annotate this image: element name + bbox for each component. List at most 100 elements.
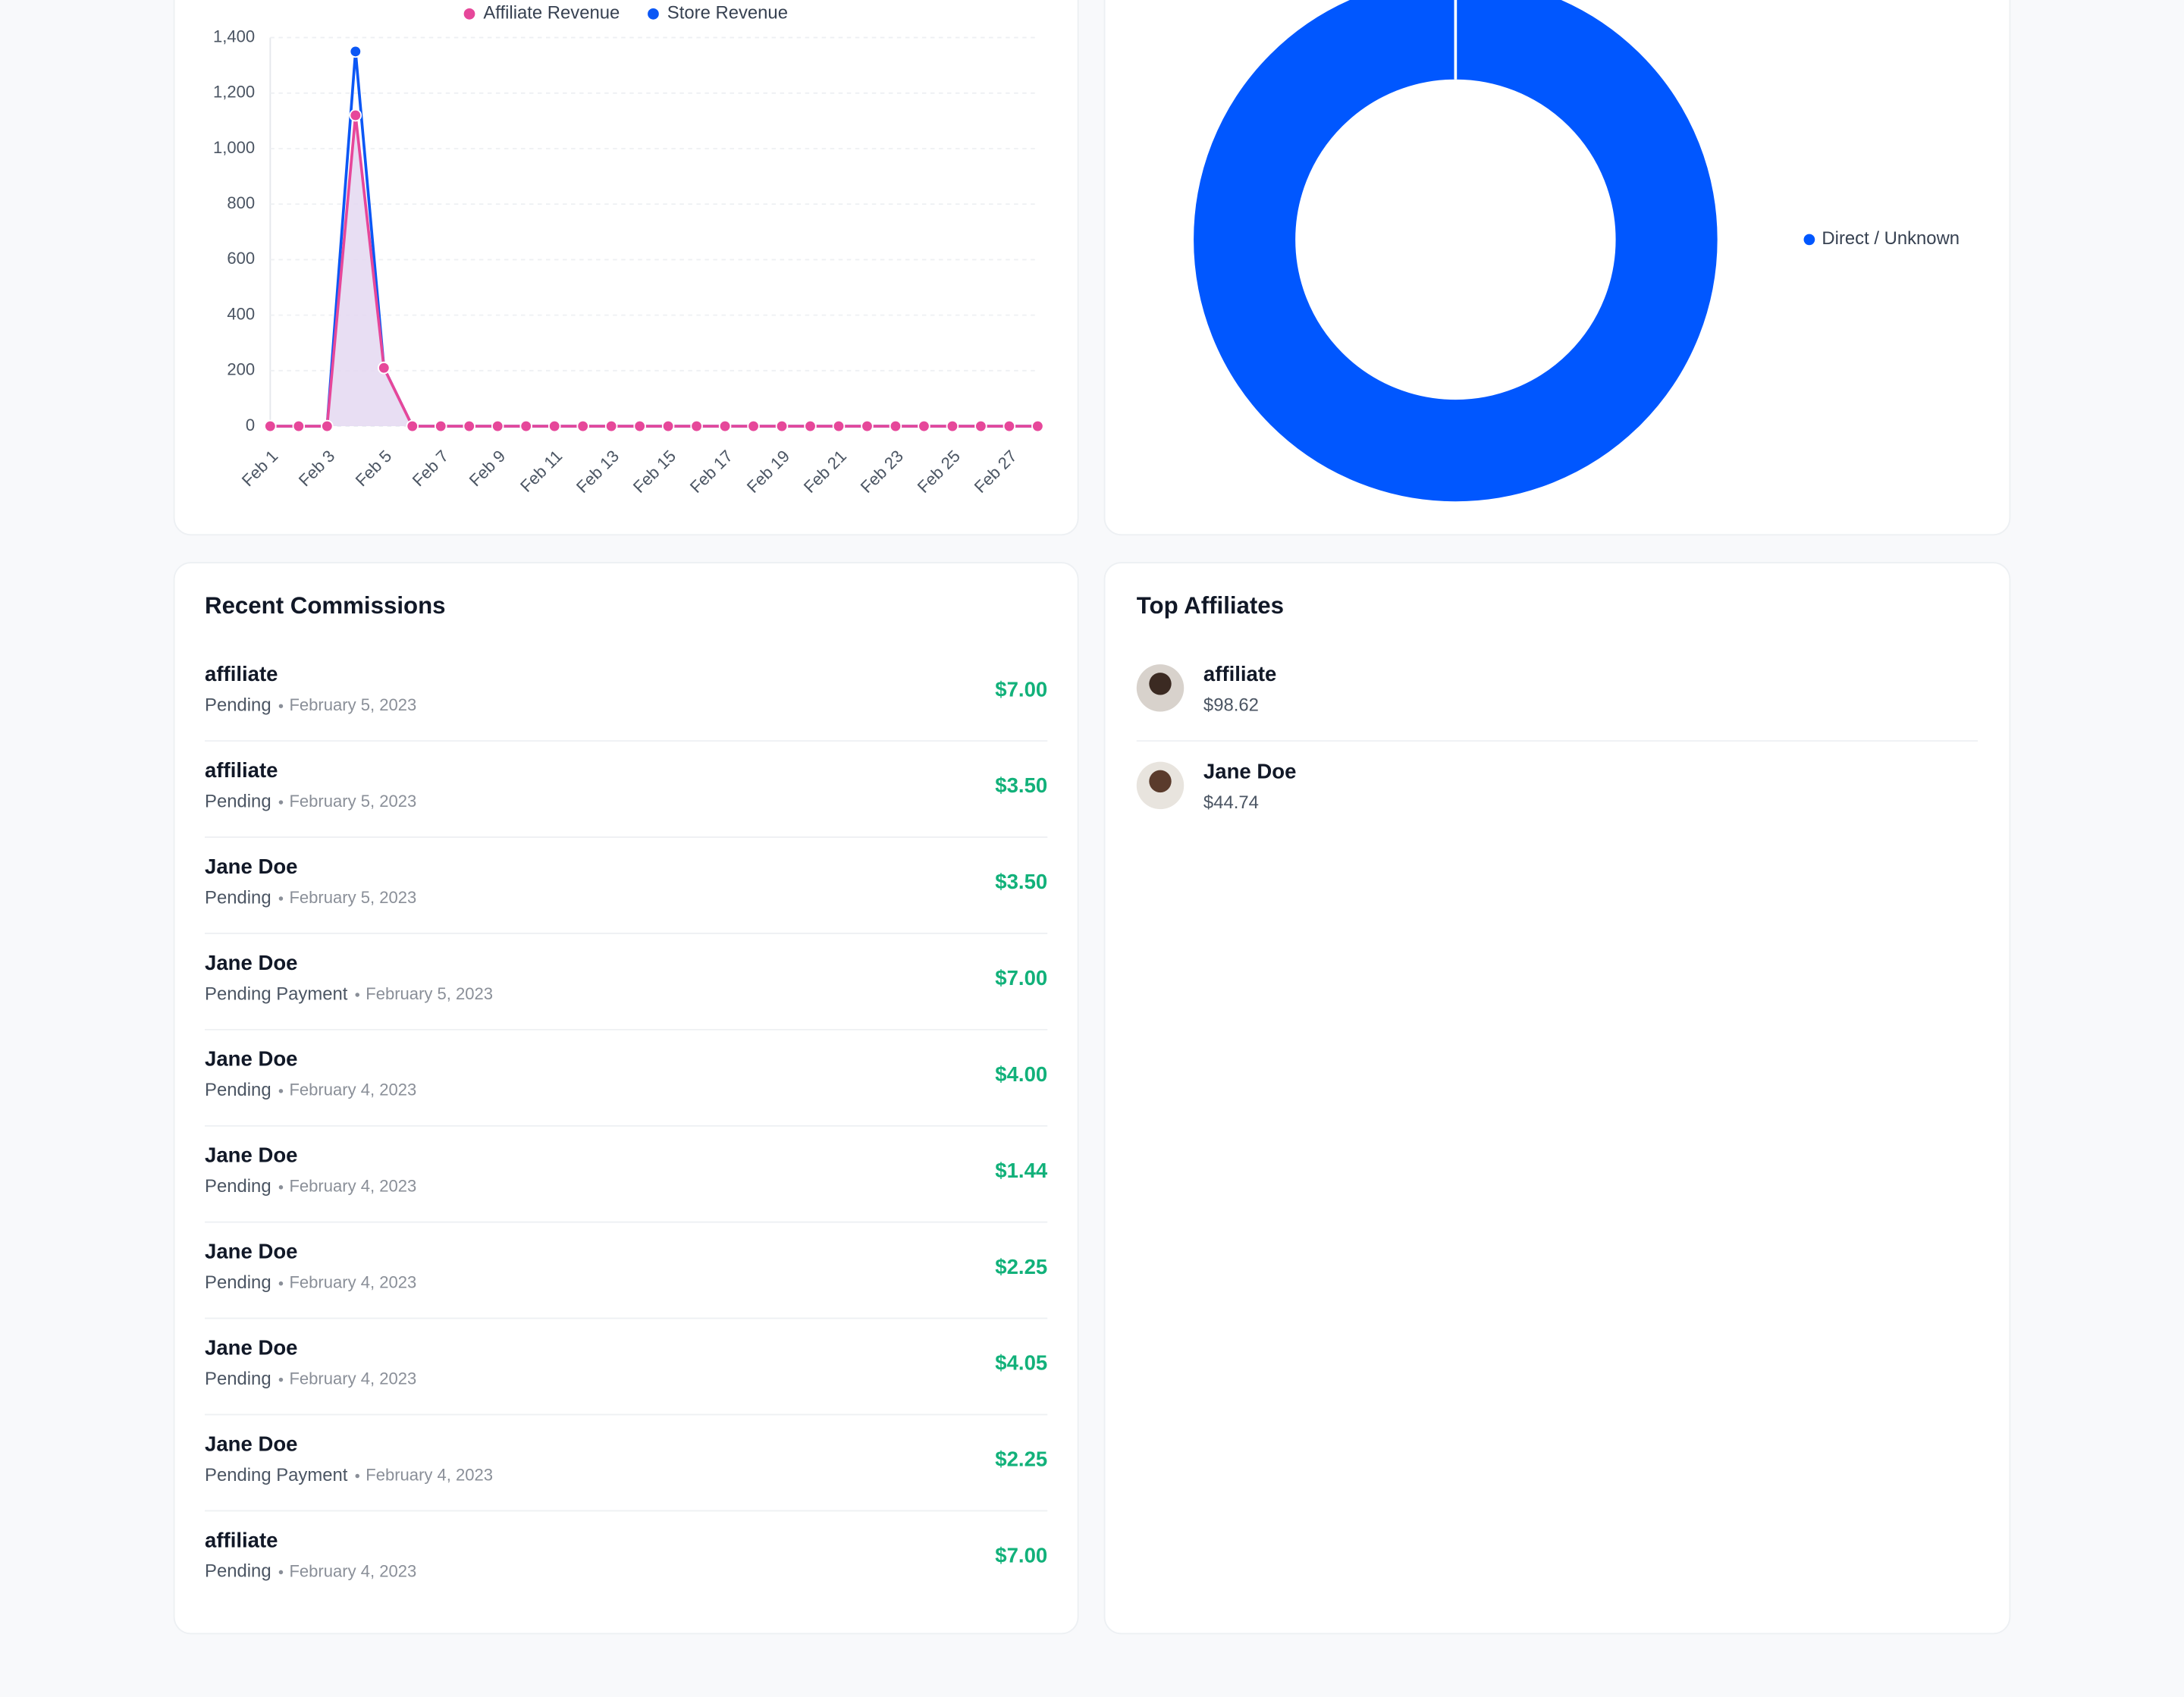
area <box>270 115 1038 427</box>
commission-status: Pending <box>205 887 271 908</box>
point <box>264 419 277 433</box>
commission-name: Jane Doe <box>205 1240 297 1263</box>
separator-dot <box>278 704 284 708</box>
legend-marker <box>648 8 659 20</box>
point <box>321 419 334 433</box>
commission-amount: $7.00 <box>995 677 1047 701</box>
legend-label: Direct / Unknown <box>1822 228 1960 249</box>
commission-date: February 4, 2023 <box>289 1561 416 1580</box>
commission-name: Jane Doe <box>205 855 297 878</box>
point <box>604 419 618 433</box>
commission-date: February 4, 2023 <box>289 1081 416 1099</box>
commission-status: Pending <box>205 791 271 811</box>
commission-date: February 5, 2023 <box>289 695 416 714</box>
separator-dot <box>278 1185 284 1190</box>
point <box>918 419 930 433</box>
commission-status: Pending Payment <box>205 1465 348 1485</box>
point <box>434 419 447 433</box>
point <box>349 45 362 58</box>
commission-amount: $2.25 <box>995 1448 1047 1471</box>
y-tick-label: 400 <box>227 304 255 323</box>
separator-dot <box>355 1473 360 1479</box>
commission-amount: $3.50 <box>995 870 1047 893</box>
legend-label: Affiliate Revenue <box>483 3 620 24</box>
point <box>349 108 362 122</box>
commission-amount: $4.05 <box>995 1351 1047 1375</box>
commission-status: Pending <box>205 1561 271 1582</box>
y-tick-label: 1,000 <box>213 138 255 157</box>
commissions-card <box>173 562 1079 1635</box>
point <box>690 419 703 433</box>
commission-amount: $7.00 <box>995 966 1047 990</box>
point <box>775 419 789 433</box>
y-tick-label: 1,200 <box>213 83 255 102</box>
affiliates-card <box>1103 562 2011 1635</box>
commission-status: Pending Payment <box>205 983 348 1004</box>
commission-name: Jane Doe <box>205 1143 297 1167</box>
separator-dot <box>278 896 284 901</box>
commission-name: affiliate <box>205 662 278 685</box>
commission-name: affiliate <box>205 1528 278 1551</box>
point <box>491 419 504 433</box>
commission-status: Pending <box>205 1369 271 1389</box>
y-tick-label: 1,400 <box>213 27 255 45</box>
legend-label: Store Revenue <box>667 3 788 24</box>
commission-amount: $2.25 <box>995 1255 1047 1278</box>
commission-name: Jane Doe <box>205 1335 297 1359</box>
point <box>747 419 760 433</box>
section-title: Recent Commissions <box>205 592 445 619</box>
commission-status: Pending <box>205 1272 271 1293</box>
affiliate-name: affiliate <box>1203 662 1276 685</box>
point <box>889 419 902 433</box>
commission-name: affiliate <box>205 758 278 782</box>
commission-status: Pending <box>205 1176 271 1197</box>
commission-date: February 5, 2023 <box>289 792 416 811</box>
point <box>1031 419 1044 433</box>
affiliate-earnings: $44.74 <box>1203 792 1259 813</box>
commission-date: February 5, 2023 <box>366 984 493 1003</box>
point <box>406 419 419 433</box>
commission-amount: $7.00 <box>995 1544 1047 1567</box>
section-title: Top Affiliates <box>1137 592 1284 619</box>
separator-dot <box>278 1570 284 1575</box>
point <box>519 419 532 433</box>
commission-date: February 4, 2023 <box>366 1465 493 1484</box>
commission-date: February 5, 2023 <box>289 888 416 907</box>
commission-date: February 4, 2023 <box>289 1273 416 1292</box>
separator-dot <box>278 1089 284 1093</box>
point <box>804 419 817 433</box>
commission-amount: $4.00 <box>995 1062 1047 1086</box>
line <box>270 114 1038 428</box>
commission-status: Pending <box>205 695 271 716</box>
avatar-head <box>1149 673 1172 695</box>
avatar-head <box>1149 770 1172 793</box>
separator-dot <box>278 1377 284 1382</box>
legend-marker <box>463 8 475 20</box>
separator-dot <box>278 800 284 805</box>
point <box>463 419 475 433</box>
legend-marker <box>1803 234 1815 246</box>
y-tick-label: 800 <box>227 193 255 212</box>
point <box>974 419 987 433</box>
point <box>718 419 732 433</box>
separator-dot <box>355 993 360 997</box>
point <box>292 419 306 433</box>
commission-date: February 4, 2023 <box>289 1369 416 1388</box>
point <box>548 419 561 433</box>
commission-name: Jane Doe <box>205 951 297 974</box>
commission-amount: $3.50 <box>995 773 1047 797</box>
affiliate-earnings: $98.62 <box>1203 695 1259 716</box>
point <box>861 419 874 433</box>
separator-dot <box>278 1281 284 1286</box>
point <box>378 361 391 375</box>
point <box>661 419 675 433</box>
point <box>1003 419 1016 433</box>
y-tick-label: 200 <box>227 360 255 379</box>
y-tick-label: 600 <box>227 249 255 268</box>
point <box>832 419 846 433</box>
y-tick-label: 0 <box>246 416 255 434</box>
commission-name: Jane Doe <box>205 1432 297 1455</box>
commission-name: Jane Doe <box>205 1047 297 1071</box>
